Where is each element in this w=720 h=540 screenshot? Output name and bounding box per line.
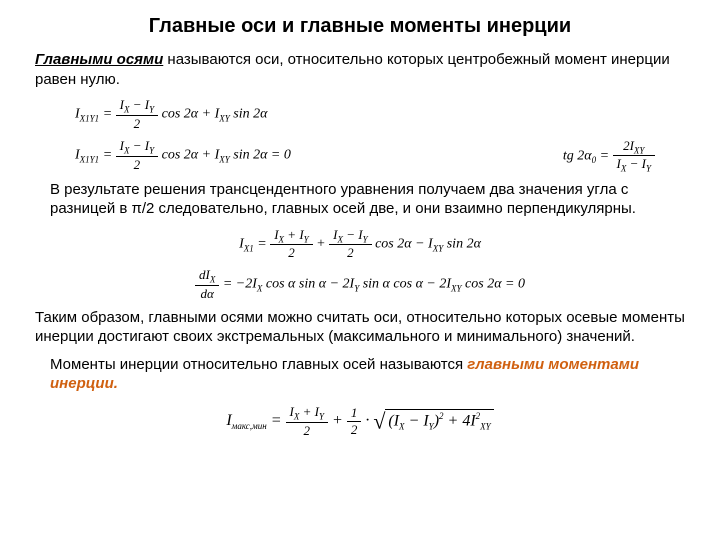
equation-2-row: IX1Y1 = IX − IY2 cos 2α + IXY sin 2α = 0…: [35, 138, 685, 174]
paragraph-4: Моменты инерции относительно главных осе…: [50, 355, 685, 394]
equation-1: IX1Y1 = IX − IY2 cos 2α + IXY sin 2α: [35, 97, 685, 132]
paragraph-2: В результате решения трансцендентного ур…: [50, 180, 685, 219]
equation-3: tg 2α0 = 2IXYIX − IY: [563, 138, 685, 174]
equation-1-row: IX1Y1 = IX − IY2 cos 2α + IXY sin 2α: [35, 97, 685, 132]
equation-4: IX1 = IX + IY2 + IX − IY2 cos 2α − IXY s…: [35, 227, 685, 262]
page-title: Главные оси и главные моменты инерции: [35, 15, 685, 38]
intro-paragraph: Главными осями называются оси, относител…: [35, 50, 685, 89]
equation-5: dIXdα = −2IX cos α sin α − 2IY sin α cos…: [35, 267, 685, 302]
intro-term: Главными осями: [35, 51, 163, 68]
equation-6: Iмакс,мин = IX + IY2 + 12 · √(IX − IY)2 …: [35, 404, 685, 439]
equation-2: IX1Y1 = IX − IY2 cos 2α + IXY sin 2α = 0: [35, 138, 563, 173]
paragraph-3: Таким образом, главными осями можно счит…: [35, 308, 685, 347]
para4-text: Моменты инерции относительно главных осе…: [50, 356, 467, 373]
